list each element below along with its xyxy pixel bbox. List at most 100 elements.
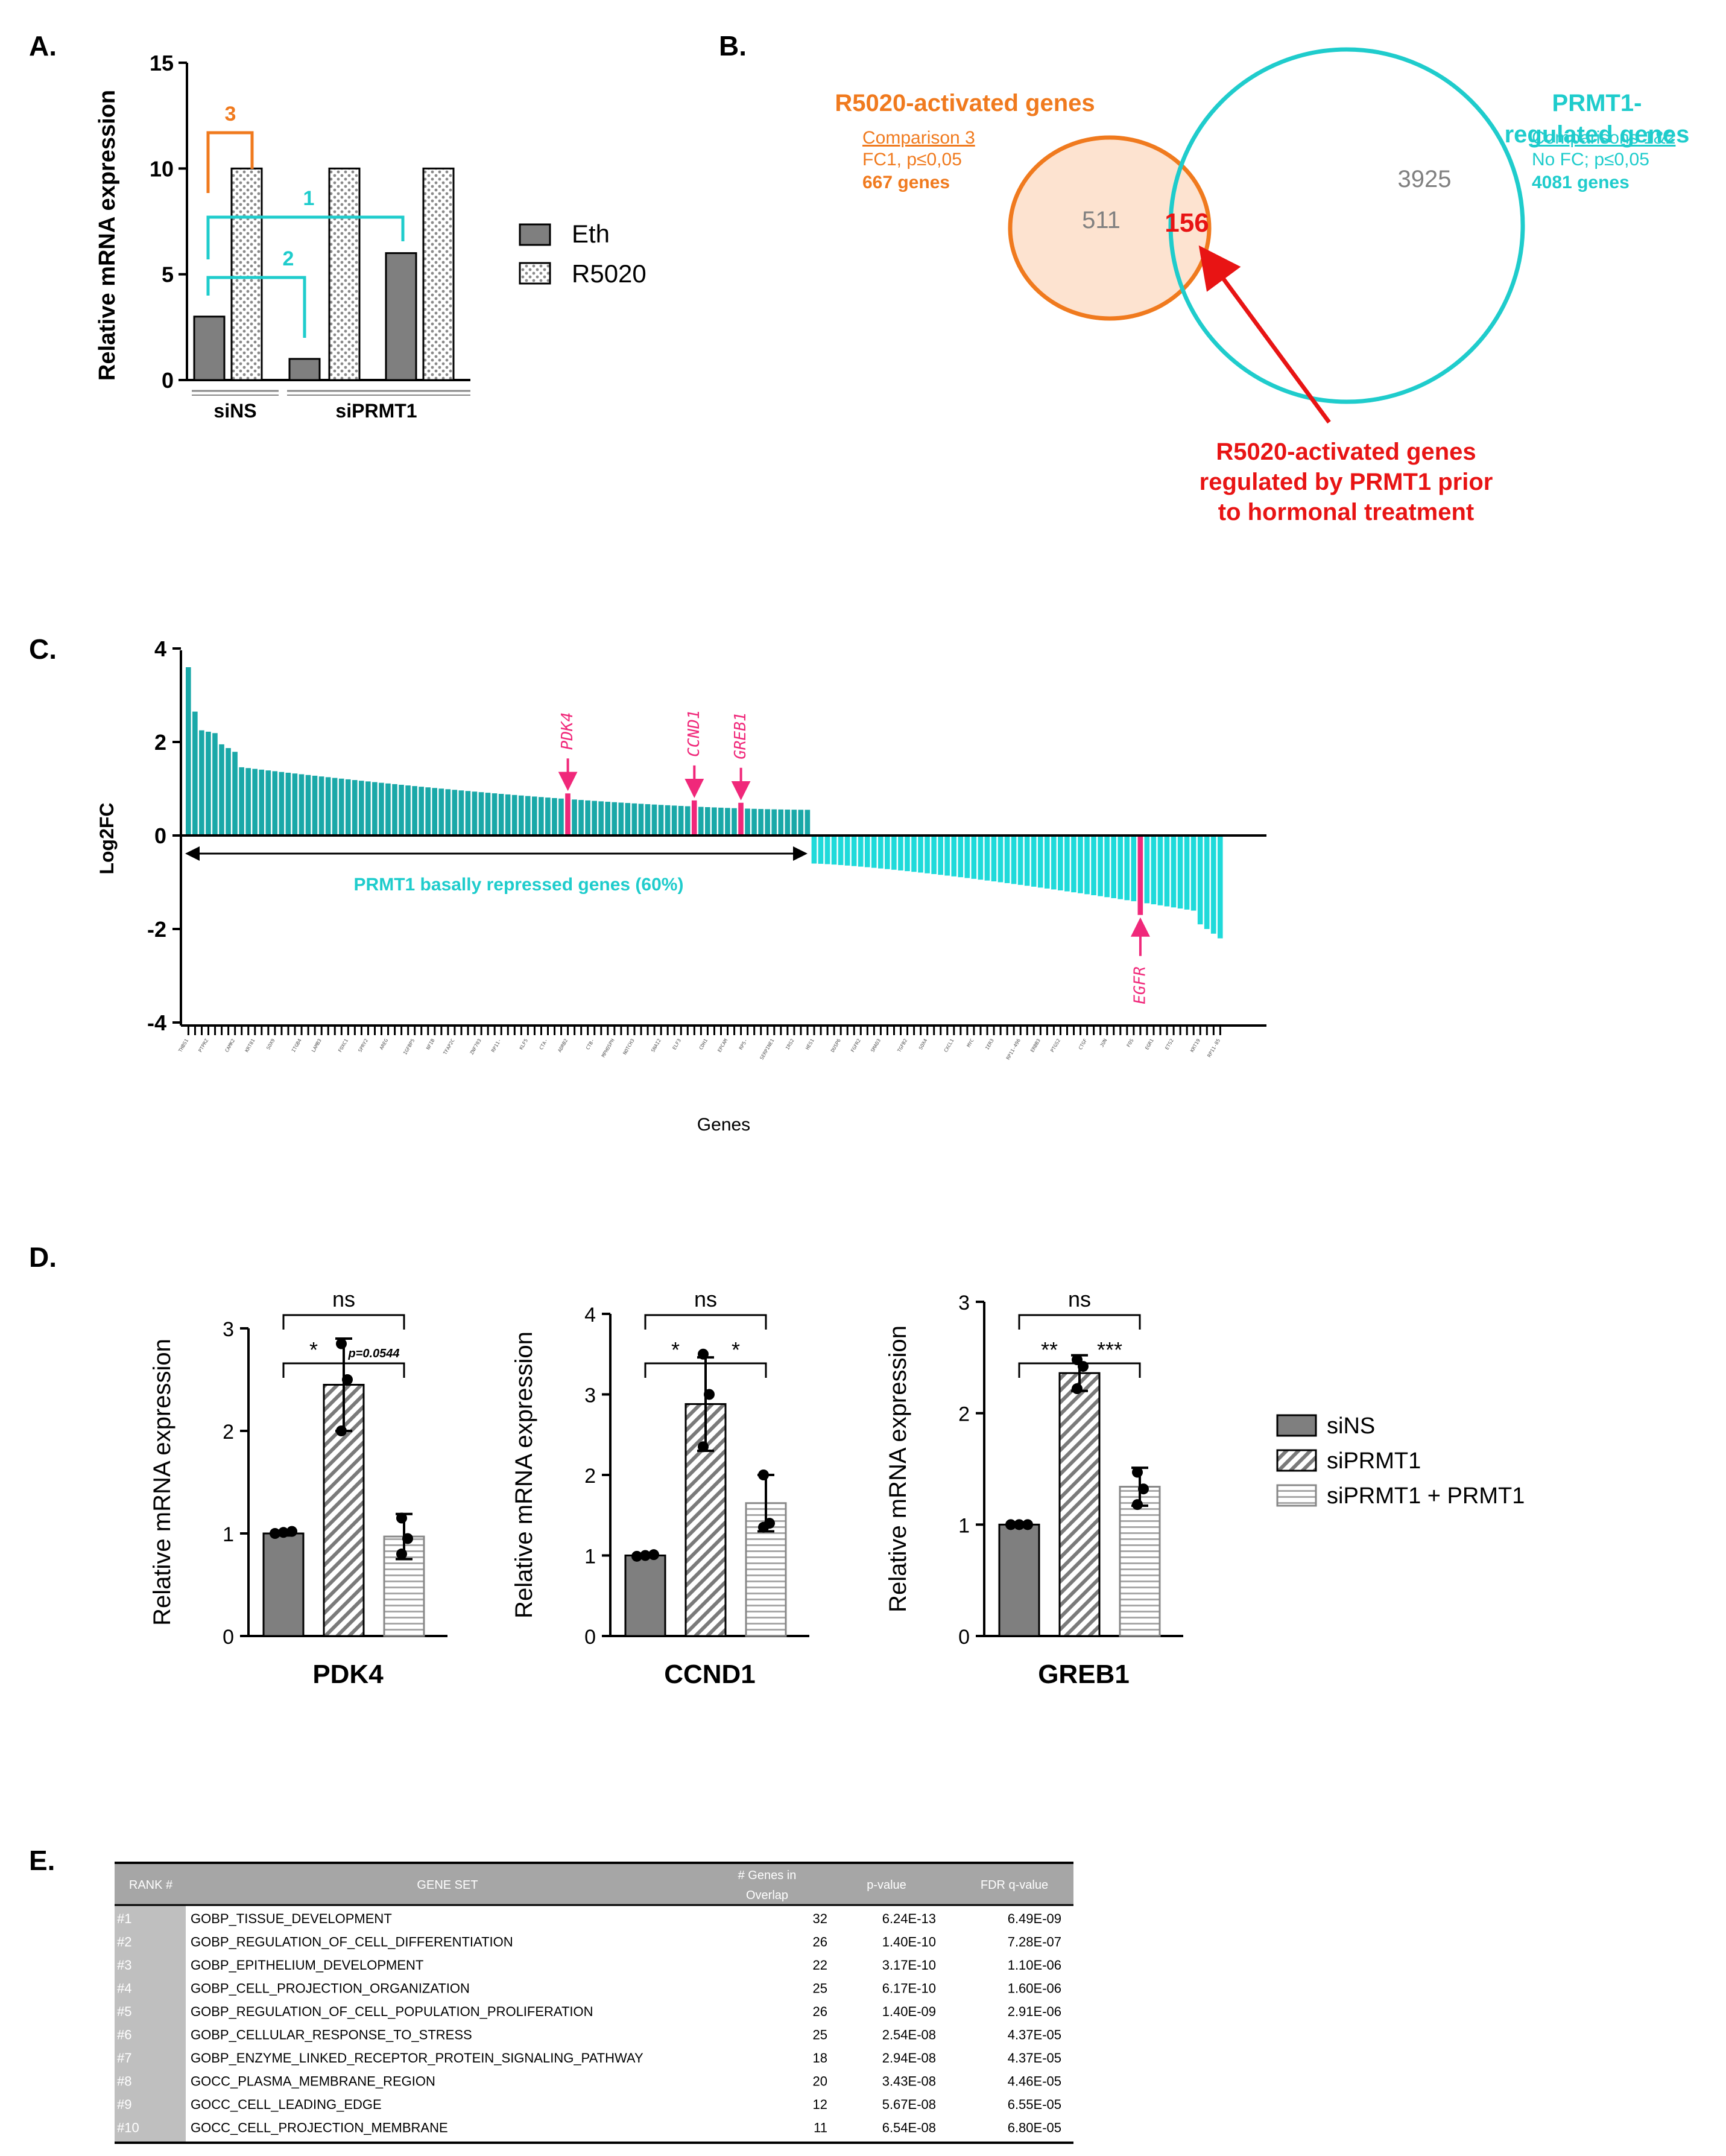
d-y-tick-label: 0	[958, 1626, 970, 1649]
c-bar	[299, 774, 305, 835]
d-chart-pdk4: Relative mRNA expression 0 1 2 3 ns * p=0.0544 P…	[149, 1287, 447, 1689]
c-bar	[392, 784, 397, 835]
panel-c-y-label: Log2FC	[96, 802, 118, 874]
d-gene-title: PDK4	[312, 1660, 384, 1689]
c-bar	[1184, 835, 1190, 910]
comparison-3-bracket	[206, 131, 254, 193]
c-gene-label: EGR1	[1144, 1038, 1155, 1050]
c-bar	[997, 835, 1004, 883]
d-y-tick-label: 3	[223, 1318, 234, 1341]
c-bar	[592, 801, 597, 835]
c-gene-label: IGFBP5	[402, 1038, 416, 1056]
c-bar	[438, 788, 444, 835]
c-bar	[1197, 835, 1203, 925]
c-bar	[1190, 835, 1197, 911]
venn-right-sub2: No FC; p≤0,05	[1532, 150, 1649, 170]
table-cell-overlap: 26	[813, 2004, 827, 2019]
legend-label-siprmt1: siPRMT1	[1327, 1448, 1421, 1474]
panel-a-y-label: Relative mRNA expression	[95, 90, 120, 381]
table-cell-p-value: 6.54E-08	[882, 2120, 936, 2135]
c-bar	[305, 775, 311, 835]
c-bar	[545, 797, 551, 835]
d-point	[396, 1512, 407, 1524]
table-row: #3 GOBP_EPITHELIUM_DEVELOPMENT 22 3.17E-10 1…	[117, 1958, 1061, 1973]
c-gene-label: LAMB3	[311, 1038, 323, 1053]
d-point	[1022, 1519, 1033, 1530]
c-bar	[1164, 835, 1170, 907]
d-point	[278, 1527, 289, 1538]
c-bar	[1078, 835, 1083, 893]
table-row: #9 GOCC_CELL_LEADING_EDGE 12 5.67E-08 6.55E-…	[117, 2097, 1061, 2112]
d-y-tick-label: 3	[958, 1292, 970, 1314]
table-cell-gene-set: GOBP_EPITHELIUM_DEVELOPMENT	[191, 1958, 423, 1973]
c-bar	[226, 748, 231, 835]
legend-swatch-siprmt1-prmt1	[1276, 1484, 1317, 1507]
c-bar	[964, 835, 970, 878]
repressed-genes-annotation: PRMT1 basally repressed genes (60%)	[354, 875, 684, 895]
c-gene-label: HES1	[805, 1038, 815, 1050]
venn-callout-line2: regulated by PRMT1 prior	[1200, 469, 1493, 495]
a-bar-eth	[193, 315, 226, 381]
c-bar	[279, 772, 285, 835]
c-bar	[318, 776, 324, 835]
c-bar	[472, 791, 478, 835]
c-gene-label: SNAI2	[650, 1038, 662, 1053]
c-bar	[958, 835, 964, 878]
c-bar	[618, 802, 624, 835]
table-header-bg	[115, 1863, 1073, 1905]
c-bar	[1124, 835, 1130, 901]
c-gene-label: PTGS2	[1049, 1038, 1061, 1053]
table-cell-overlap: 25	[813, 2028, 827, 2043]
c-bar	[1031, 835, 1037, 887]
table-row: #6 GOBP_CELLULAR_RESPONSE_TO_STRESS 25 2.54…	[117, 2028, 1061, 2043]
c-bar	[1098, 835, 1103, 896]
c-bar	[1091, 835, 1096, 895]
c-gene-label: FOS	[1126, 1038, 1135, 1048]
c-gene-label: IRS2	[785, 1038, 795, 1050]
c-bar	[971, 835, 977, 879]
d-y-tick-label: 3	[584, 1384, 596, 1407]
c-bar	[1171, 835, 1177, 908]
d-sig-a: *	[671, 1337, 680, 1362]
c-bar	[192, 711, 198, 835]
c-bar	[399, 784, 404, 835]
table-cell-overlap: 12	[813, 2097, 827, 2112]
c-bar	[532, 796, 537, 835]
c-bar	[745, 808, 750, 835]
table-cell-p-value: 5.67E-08	[882, 2097, 936, 2112]
c-bar	[718, 807, 724, 835]
venn-right-title-1: PRMT1-	[1552, 90, 1642, 116]
c-gene-label: KRT19	[1189, 1038, 1201, 1053]
c-bar	[1117, 835, 1123, 899]
c-gene-label: FOXC1	[337, 1038, 349, 1053]
c-bar	[1011, 835, 1017, 884]
c-gene-label: TGFB2	[896, 1038, 908, 1053]
c-bar	[944, 835, 950, 876]
table-cell-gene-set: GOCC_CELL_LEADING_EDGE	[191, 2097, 382, 2112]
venn-only-right: 3925	[1398, 166, 1452, 192]
c-bar	[885, 835, 890, 869]
c-gene-label: RP5-	[738, 1038, 748, 1051]
c-gene-label: ADRB2	[557, 1038, 569, 1053]
c-bar	[771, 809, 777, 835]
c-bar	[838, 835, 844, 865]
c-bar	[452, 790, 458, 835]
c-gene-label: IER3	[984, 1038, 995, 1050]
c-bar	[345, 779, 351, 835]
c-gene-label: CDH1	[698, 1038, 709, 1050]
comparison-1-label: 1	[303, 187, 315, 210]
table-header-fdr: FDR q-value	[981, 1879, 1048, 1892]
legend-label-sins: siNS	[1327, 1413, 1375, 1439]
c-bar	[259, 769, 265, 835]
d-bar	[998, 1523, 1040, 1637]
d-y-tick-label: 0	[223, 1626, 234, 1649]
c-gene-label: CAMK2	[224, 1038, 236, 1053]
c-bar	[725, 808, 730, 835]
c-gene-label: AREG	[379, 1038, 390, 1050]
table-rank-column-bg	[115, 1905, 186, 2143]
table-cell-fdr: 6.49E-09	[1008, 1911, 1061, 1926]
c-bar	[272, 771, 278, 835]
d-point	[648, 1549, 659, 1561]
c-gene-label: RP11-	[490, 1038, 502, 1053]
